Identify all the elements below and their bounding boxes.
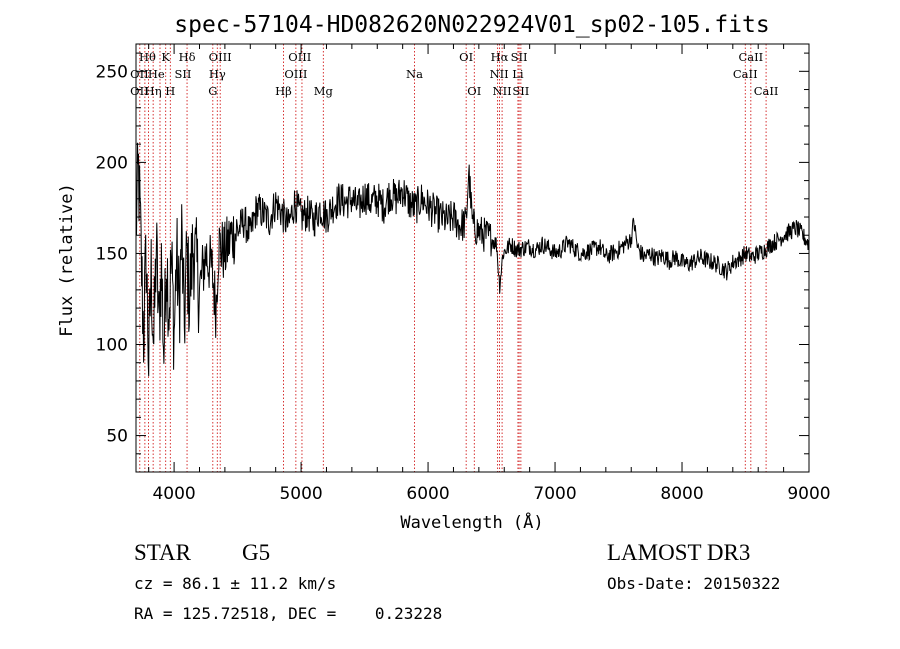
y-tick-label: 100	[96, 336, 128, 356]
x-axis-label: Wavelength (Å)	[400, 511, 543, 533]
spectral-line-label: Hβ	[275, 84, 292, 98]
y-tick-label: 200	[96, 153, 128, 173]
spectral-line-label: SII	[512, 84, 529, 98]
x-tick-label: 6000	[406, 484, 449, 504]
object-type: STAR	[134, 540, 191, 565]
coordinates-readout: RA = 125.72518, DEC = 0.23228	[134, 604, 443, 623]
flux-series	[135, 142, 810, 377]
observation-date: Obs-Date: 20150322	[607, 574, 781, 593]
y-tick-label: 150	[96, 244, 128, 264]
spectral-line-label: Hη	[145, 84, 162, 98]
spectral-line-label: Li	[512, 67, 524, 81]
spectral-line-label: CaII	[733, 67, 758, 81]
spectral-line-label: Hδ	[179, 50, 196, 64]
plot-frame	[135, 43, 810, 473]
x-tick-label: 8000	[660, 484, 703, 504]
redshift-readout: cz = 86.1 ± 11.2 km/s	[134, 574, 337, 593]
y-tick-label: 250	[96, 62, 128, 82]
object-subclass: G5	[242, 540, 271, 565]
spectral-line-label: OI	[459, 50, 473, 64]
spectral-line-label: Hγ	[209, 67, 226, 81]
x-tick-label: 4000	[152, 484, 195, 504]
y-axis: 50 100 150 200 250	[96, 52, 809, 455]
spectral-line-label: H	[165, 84, 175, 98]
x-axis: 4000 5000 6000 7000 8000 9000	[148, 44, 831, 504]
spectral-line-label: K	[161, 50, 170, 64]
spectral-line-label: OI	[467, 84, 481, 98]
y-tick-label: 50	[106, 427, 128, 447]
spectral-line-label: Na	[406, 67, 423, 81]
survey-name: LAMOST DR3	[607, 540, 751, 565]
spectral-line-label: NII	[490, 67, 509, 81]
spectral-line-label: SII	[511, 50, 528, 64]
spectral-line-label: NII	[493, 84, 512, 98]
spectral-line-label: He	[148, 67, 165, 81]
x-tick-label: 7000	[533, 484, 576, 504]
spectral-line-label: OIII	[288, 50, 311, 64]
spectral-line-label: OIII	[284, 67, 307, 81]
flux-line	[135, 142, 810, 377]
x-tick-label: 5000	[279, 484, 322, 504]
spectral-line-label: CaII	[754, 84, 779, 98]
spectral-line-label: OIII	[209, 50, 232, 64]
y-axis-label: Flux (relative)	[57, 183, 77, 337]
spectral-line-label: Hθ	[139, 50, 156, 64]
spectral-line-label: CaII	[738, 50, 763, 64]
reference-lines	[139, 44, 767, 472]
spectral-line-label: OII	[130, 67, 149, 81]
spectral-line-label: Hα	[491, 50, 509, 64]
spectral-line-label: Mg	[314, 84, 334, 98]
chart-title: spec-57104-HD082620N022924V01_sp02-105.f…	[174, 12, 769, 38]
spectral-line-label: G	[208, 84, 217, 98]
spectral-line-label: SII	[174, 67, 191, 81]
spectral-line-label: OII	[130, 84, 149, 98]
x-tick-label: 9000	[787, 484, 830, 504]
